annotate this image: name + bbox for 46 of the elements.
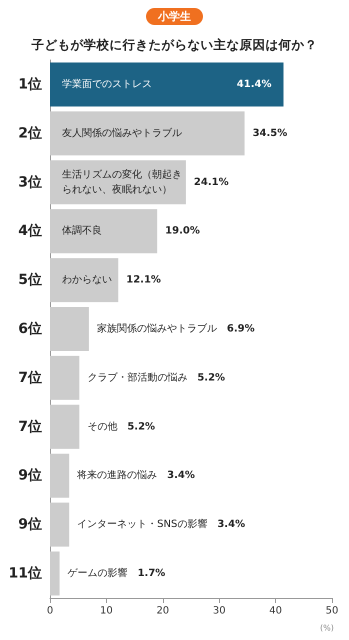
data-label: その他 5.2% [87, 420, 156, 432]
data-label: 家族関係の悩みやトラブル 6.9% [96, 322, 255, 334]
annotation: わからない [62, 274, 112, 286]
bar [50, 258, 118, 302]
data-label: 12.1% [126, 274, 161, 286]
bar [50, 62, 284, 106]
y-tick-label: 7位 [18, 370, 42, 386]
bar [50, 552, 60, 596]
x-tick-label: 50 [326, 606, 338, 616]
y-tick-label: 9位 [18, 468, 42, 484]
bar [50, 454, 70, 498]
y-tick-label: 3位 [18, 174, 42, 190]
bar [50, 356, 80, 400]
y-tick-label: 2位 [18, 125, 42, 142]
x-tick-label: 0 [46, 606, 54, 616]
y-tick-label: 7位 [18, 418, 42, 435]
y-tick-label: 5位 [18, 272, 42, 288]
annotation: 生活リズムの変化（朝起きられない、夜眠れない） [62, 168, 182, 196]
bar [50, 502, 70, 547]
y-tick-label: 11位 [8, 566, 42, 582]
y-tick-label: 9位 [18, 516, 42, 533]
bar [50, 404, 80, 449]
data-label: 将来の進路の悩み 3.4% [76, 469, 195, 482]
y-tick-label: 1位 [18, 76, 42, 92]
data-label: 41.4% [236, 78, 272, 90]
annotation: 体調不良 [62, 224, 102, 237]
y-tick-label: 4位 [18, 223, 42, 240]
x-tick-label: 10 [100, 606, 113, 616]
data-label: インターネット・SNSの影響 3.4% [77, 518, 246, 530]
data-label: 34.5% [252, 128, 288, 139]
y-tick-label: 6位 [18, 321, 42, 337]
x-tick-label: 40 [269, 606, 282, 616]
chart-title: 子どもが学校に行きたがらない主な原因は何か？ [30, 37, 318, 52]
x-axis-title: (%) [320, 624, 334, 632]
data-label: ゲームの影響 1.7% [68, 567, 166, 580]
data-label: 24.1% [194, 176, 229, 188]
data-label: クラブ・部活動の悩み 5.2% [87, 371, 226, 384]
x-tick-label: 30 [212, 606, 226, 616]
x-tick-label: 20 [156, 606, 170, 616]
bar [50, 209, 158, 254]
bar [50, 111, 245, 156]
bar [50, 306, 89, 352]
data-label: 19.0% [165, 226, 200, 237]
annotation: 学業面でのストレス [62, 78, 152, 90]
chart-subtitle: 小学生 [157, 10, 191, 23]
annotation: 友人関係の悩みやトラブル [62, 126, 182, 139]
